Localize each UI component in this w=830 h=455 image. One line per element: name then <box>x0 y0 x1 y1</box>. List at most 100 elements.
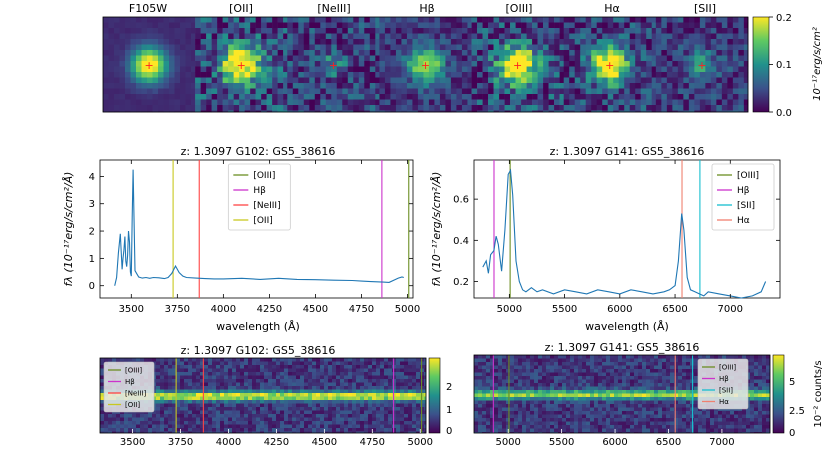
2d-pixel <box>368 358 373 362</box>
stamp-pixel <box>510 17 516 23</box>
stamp-pixel <box>602 94 609 100</box>
2d-pixel <box>364 375 369 380</box>
2d-pixel <box>344 379 349 383</box>
2d-pixel <box>272 421 277 425</box>
2d-pixel <box>400 414 405 418</box>
stamp-pixel <box>353 50 360 56</box>
stamp-pixel <box>563 17 570 23</box>
stamp-pixel <box>320 22 327 29</box>
stamp-pixel <box>303 88 310 95</box>
stamp-pixel <box>255 77 262 84</box>
2d-pixel <box>208 372 213 376</box>
stamp-pixel <box>471 99 478 106</box>
2d-pixel <box>168 379 173 383</box>
2d-pixel <box>610 421 615 426</box>
2d-pixel <box>348 421 353 425</box>
2d-pixel <box>498 404 503 408</box>
2d-pixel <box>526 383 531 387</box>
2d-pixel <box>502 362 507 366</box>
stamp-pixel <box>217 61 223 67</box>
2d-pixel <box>396 428 401 432</box>
2d-pixel <box>348 414 353 418</box>
stamp-pixel <box>467 99 472 106</box>
x-tick-label: 3500 <box>119 304 144 315</box>
stamp-pixel <box>461 66 468 73</box>
stamp-pixel <box>477 105 483 111</box>
stamp-pixel <box>450 94 457 100</box>
stamp-pixel <box>559 66 565 73</box>
stamp-pixel <box>450 77 457 84</box>
2d-pixel <box>542 365 547 370</box>
2d-pixel <box>264 407 269 411</box>
2d-pixel <box>494 428 499 433</box>
2d-pixel <box>408 365 413 369</box>
stamp-pixel <box>298 22 305 29</box>
stamp-pixel <box>108 28 115 34</box>
2d-pixel <box>598 358 603 363</box>
stamp-pixel <box>683 94 690 100</box>
stamp-pixel <box>353 94 360 100</box>
2d-pixel <box>360 431 365 434</box>
2d-pixel <box>606 355 611 359</box>
stamp-pixel <box>261 94 267 100</box>
2d-pixel <box>412 372 417 376</box>
stamp-pixel <box>412 88 419 95</box>
2d-pixel <box>424 393 427 397</box>
2d-pixel <box>304 358 309 362</box>
stamp-pixel <box>651 88 657 95</box>
2d-pixel <box>228 389 233 394</box>
stamp-pixel <box>320 66 327 73</box>
stamp-pixel <box>677 28 684 34</box>
2d-pixel <box>490 421 495 426</box>
stamp-pixel <box>174 88 181 95</box>
2d-pixel <box>160 375 165 380</box>
stamp-pixel <box>336 105 343 111</box>
2d-pixel <box>252 386 257 390</box>
2d-pixel <box>132 414 137 418</box>
stamp-pixel <box>395 72 402 78</box>
stamp-pixel <box>629 105 636 111</box>
2d-pixel <box>562 397 567 401</box>
stamp-pixel <box>336 55 343 62</box>
2d-pixel <box>578 421 583 426</box>
stamp-pixel <box>379 83 386 89</box>
stamp-pixel <box>554 44 560 51</box>
stamp-pixel <box>375 39 380 45</box>
2d-pixel <box>546 379 551 384</box>
stamp-pixel <box>114 83 120 89</box>
2d-pixel <box>336 386 341 390</box>
2d-pixel <box>292 403 297 408</box>
stamp-pixel <box>526 17 533 23</box>
2d-pixel <box>284 365 289 369</box>
stamp-pixel <box>543 44 549 51</box>
2d-pixel <box>328 386 333 390</box>
2d-pixel <box>566 418 571 422</box>
stamp-pixel <box>727 99 734 106</box>
stamp-pixel <box>521 110 527 113</box>
2d-pixel <box>534 365 539 370</box>
stamp-pixel <box>347 110 354 113</box>
stamp-pixel <box>428 39 435 45</box>
stamp-pixel <box>325 105 332 111</box>
2d-pixel <box>602 393 607 398</box>
stamp-pixel <box>456 83 463 89</box>
stamp-pixel <box>618 72 625 78</box>
stamp-pixel <box>521 61 527 67</box>
stamp-pixel <box>515 94 522 100</box>
stamp-pixel <box>287 44 294 51</box>
stamp-pixel <box>591 66 598 73</box>
2d-pixel <box>622 372 627 377</box>
2d-pixel <box>558 383 563 387</box>
stamp-pixel <box>456 88 463 95</box>
stamp-pixel <box>158 39 164 45</box>
2d-pixel <box>478 379 483 384</box>
2d-pixel <box>408 368 413 373</box>
2d-pixel <box>288 358 293 362</box>
2d-pixel <box>200 421 205 425</box>
2d-pixel <box>412 421 417 425</box>
2d-pixel <box>486 414 491 419</box>
stamp-pixel <box>607 66 614 73</box>
2d-g102-colorbar-ticks: 0 1 2 <box>446 382 452 437</box>
stamp-pixel <box>158 99 164 106</box>
2d-pixel <box>364 424 369 429</box>
